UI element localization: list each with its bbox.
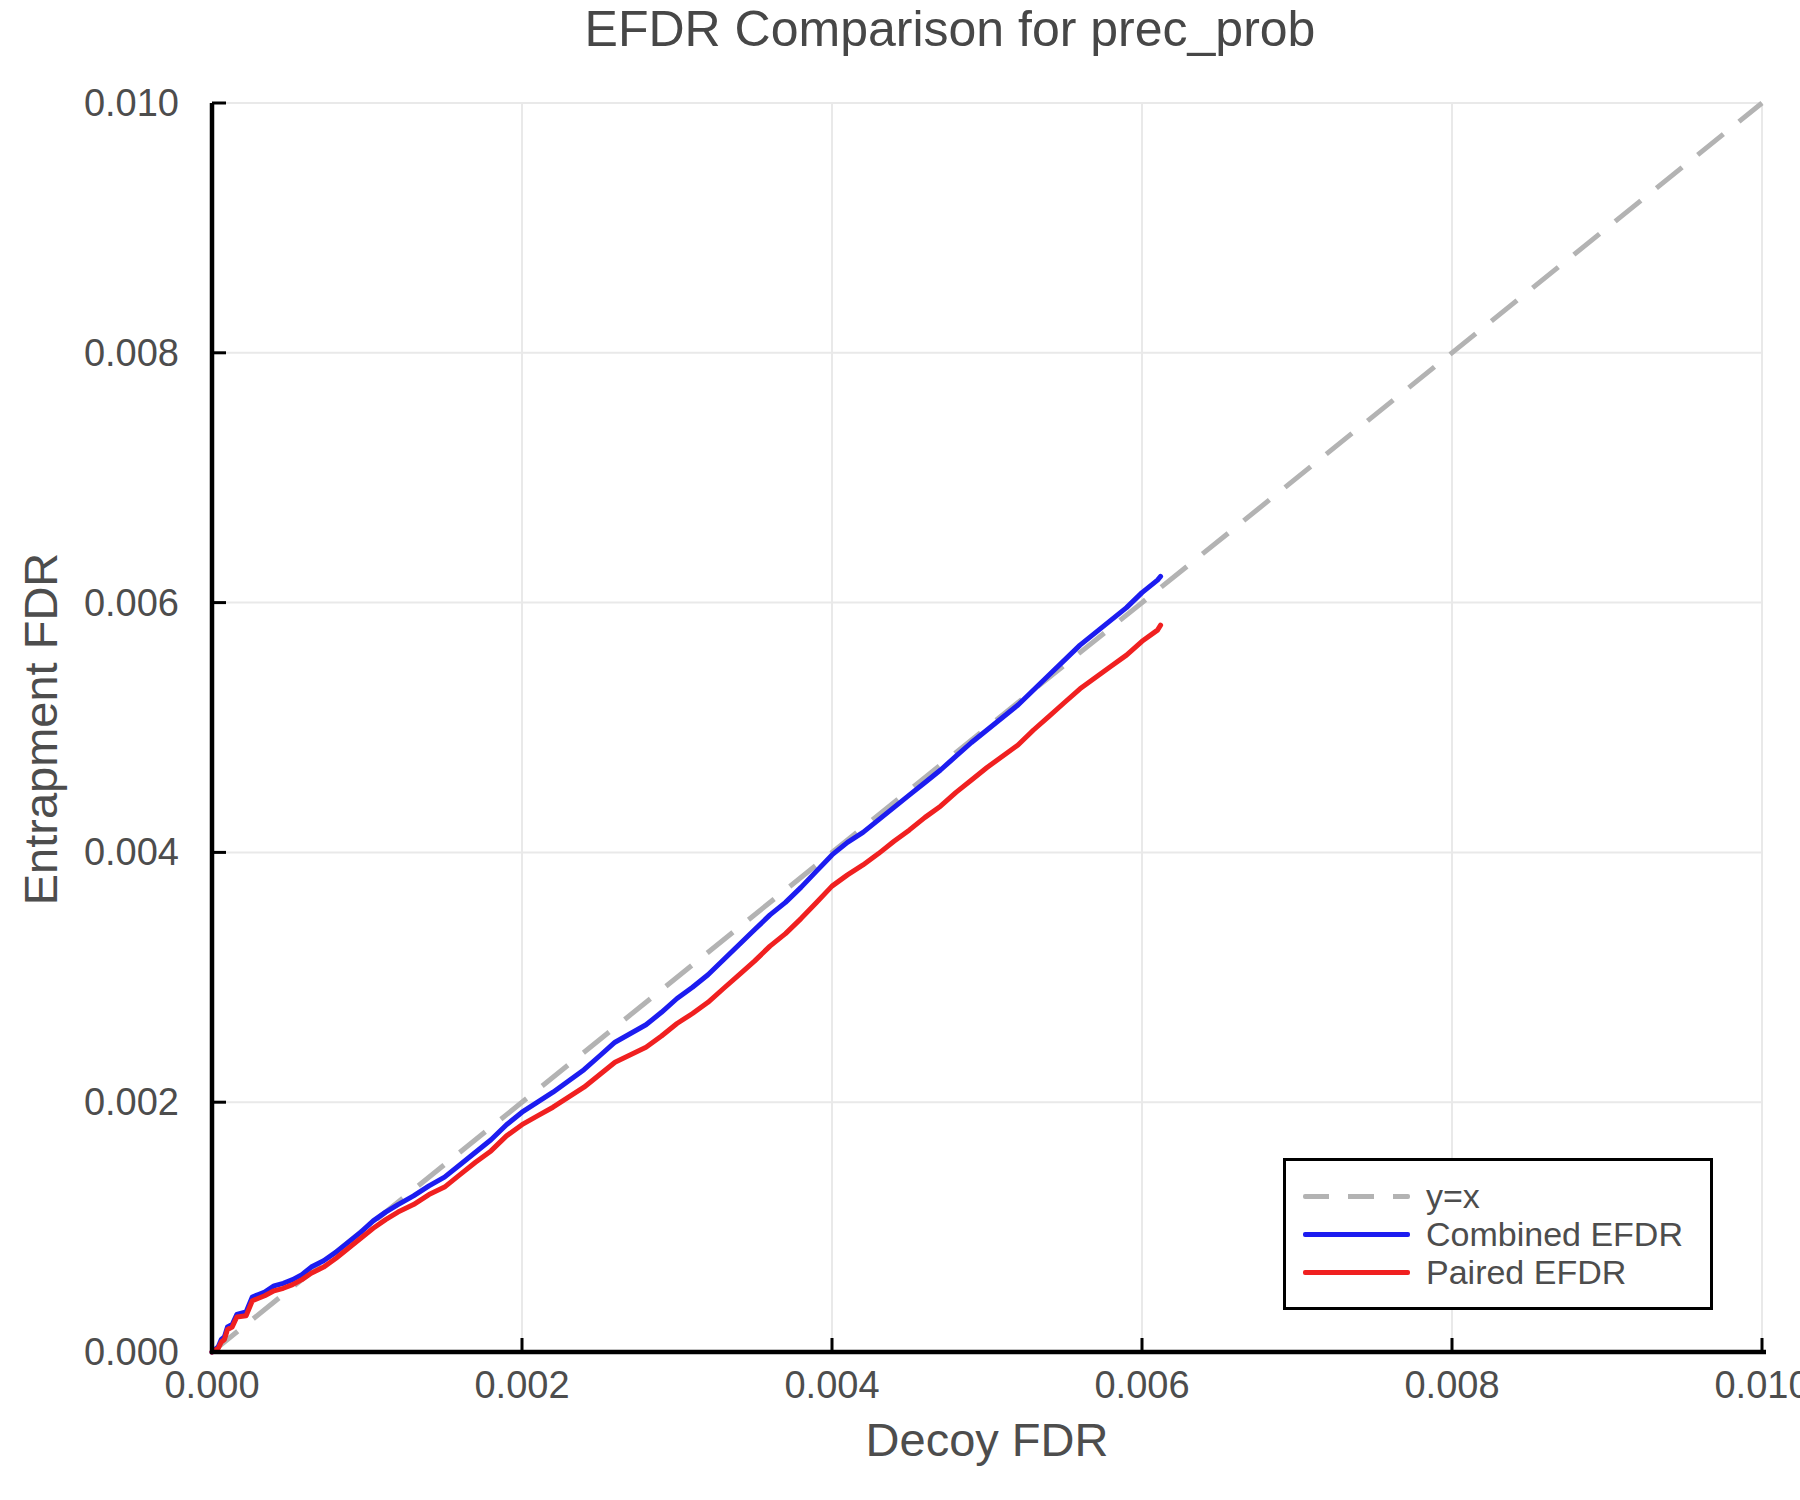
x-tick-label: 0.008 — [1404, 1364, 1499, 1406]
legend-label-paired-efdr: Paired EFDR — [1426, 1255, 1626, 1289]
y-tick-label: 0.010 — [84, 82, 179, 124]
legend: y=x Combined EFDR Paired EFDR — [1283, 1158, 1713, 1310]
y-tick-label: 0.008 — [84, 332, 179, 374]
x-tick-label: 0.006 — [1094, 1364, 1189, 1406]
y-tick-label: 0.006 — [84, 582, 179, 624]
y-tick-label: 0.002 — [84, 1081, 179, 1123]
paired-efdr-line-sample — [1303, 1270, 1410, 1275]
y-tick-label: 0.004 — [84, 831, 179, 873]
efdr-comparison-figure: 0.0000.0020.0040.0060.0080.0100.0000.002… — [0, 0, 1800, 1500]
legend-item-combined-efdr: Combined EFDR — [1303, 1215, 1710, 1253]
x-tick-label: 0.010 — [1714, 1364, 1800, 1406]
dashed-line-sample — [1303, 1194, 1410, 1199]
x-tick-label: 0.004 — [784, 1364, 879, 1406]
y-axis-label: Entrapment FDR — [13, 553, 68, 906]
legend-label-yx: y=x — [1426, 1179, 1480, 1213]
legend-item-paired-efdr: Paired EFDR — [1303, 1253, 1710, 1291]
x-tick-label: 0.002 — [474, 1364, 569, 1406]
legend-label-combined-efdr: Combined EFDR — [1426, 1217, 1683, 1251]
chart-title: EFDR Comparison for prec_prob — [150, 0, 1750, 58]
series-line-paired-efdr — [212, 625, 1161, 1352]
combined-efdr-line-sample — [1303, 1232, 1410, 1237]
x-axis-label: Decoy FDR — [212, 1412, 1762, 1467]
series-line-combined-efdr — [212, 576, 1161, 1352]
y-tick-label: 0.000 — [84, 1331, 179, 1373]
legend-item-yx: y=x — [1303, 1177, 1710, 1215]
